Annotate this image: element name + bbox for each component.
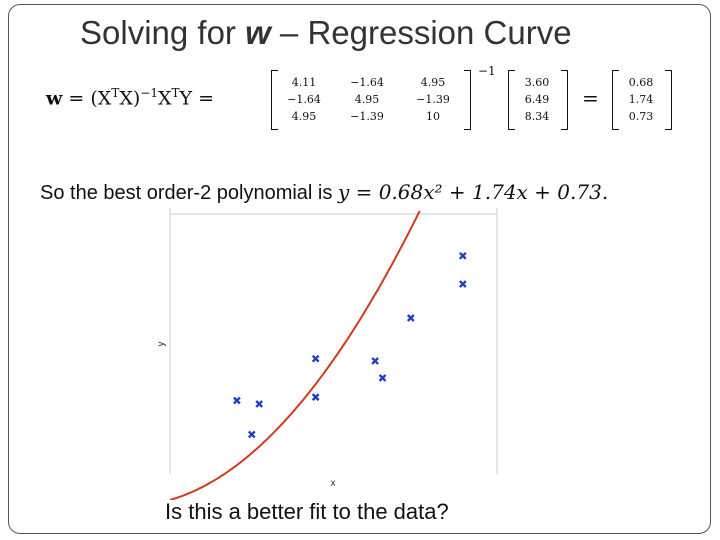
matrix-cell: 10 xyxy=(426,110,440,123)
data-point xyxy=(406,314,415,322)
eq-part-1: = (X xyxy=(62,87,112,110)
data-point xyxy=(378,374,387,382)
matrix-cell: −1.39 xyxy=(350,110,384,123)
data-point xyxy=(255,400,264,408)
point-marker-stroke xyxy=(371,357,379,365)
matrix-cell: 4.95 xyxy=(291,110,317,123)
matrix-cell: −1.64 xyxy=(287,93,321,106)
transpose-sup-2: T xyxy=(171,86,180,100)
title-prefix: Solving for xyxy=(80,14,246,51)
slide-title: Solving for w – Regression Curve xyxy=(80,14,572,52)
vector-w-left-bracket xyxy=(612,70,619,130)
data-point xyxy=(233,396,241,405)
matrix-cell: 4.95 xyxy=(420,76,446,89)
point-marker-stroke xyxy=(311,393,320,401)
x-axis-label: x xyxy=(331,478,336,489)
point-marker-stroke xyxy=(311,354,320,363)
data-points xyxy=(233,251,467,439)
regression-plot: y x xyxy=(156,208,498,500)
data-point xyxy=(311,354,320,363)
regression-curve xyxy=(169,210,421,500)
eq-part-4: Y = xyxy=(179,87,215,110)
slide-frame xyxy=(8,4,711,534)
point-marker-stroke xyxy=(458,280,467,288)
point-marker-stroke xyxy=(247,430,256,439)
matrix-cell: −1.64 xyxy=(350,76,384,89)
polynomial-formula: y = 0.68x² + 1.74x + 0.73. xyxy=(337,180,609,204)
statement-text: So the best order-2 polynomial is xyxy=(40,182,338,204)
vector-y-right-bracket xyxy=(561,70,568,130)
data-point xyxy=(371,357,379,365)
result-statement: So the best order-2 polynomial is y = 0.… xyxy=(40,180,608,205)
matrix-cell: −1.39 xyxy=(416,93,450,106)
matrix-cell: 4.11 xyxy=(291,76,317,89)
data-point xyxy=(458,251,467,260)
data-point xyxy=(458,280,467,288)
title-suffix: – Regression Curve xyxy=(270,14,572,51)
data-point xyxy=(311,393,320,401)
point-marker-stroke xyxy=(406,314,415,322)
point-marker-stroke xyxy=(378,374,387,382)
vector-w-right-bracket xyxy=(665,70,672,130)
w-symbol: w xyxy=(46,87,63,110)
equation-lhs: w = (XTX)−1XTY = xyxy=(46,86,214,109)
y-axis-label: y xyxy=(156,342,167,347)
vector-w-cell: 1.74 xyxy=(628,93,654,106)
point-marker-stroke xyxy=(458,251,467,260)
transpose-sup-1: T xyxy=(111,86,120,100)
vector-y-cell: 8.34 xyxy=(524,110,550,123)
eq-part-3: X xyxy=(157,87,172,110)
vector-y-cell: 3.60 xyxy=(524,76,550,89)
vector-y-left-bracket xyxy=(508,70,515,130)
matrix-left-bracket xyxy=(271,70,278,130)
point-marker-stroke xyxy=(233,396,241,405)
matrix-inverse-sup: −1 xyxy=(478,64,496,78)
data-point xyxy=(247,430,256,439)
eq-part-2: X) xyxy=(119,87,141,110)
matrix-cell: 4.95 xyxy=(354,93,380,106)
point-marker-stroke xyxy=(255,400,264,408)
vector-y-cell: 6.49 xyxy=(524,93,550,106)
normal-equation: w = (XTX)−1XTY = 4.11 −1.64 4.95 −1.64 4… xyxy=(46,64,686,136)
title-variable: w xyxy=(245,14,271,51)
inverse-sup: −1 xyxy=(140,86,158,100)
vector-w-cell: 0.73 xyxy=(628,110,654,123)
vector-w-cell: 0.68 xyxy=(628,76,654,89)
matrix-right-bracket xyxy=(464,70,471,130)
equals-sign: = xyxy=(582,86,599,110)
closing-question: Is this a better fit to the data? xyxy=(165,499,449,524)
